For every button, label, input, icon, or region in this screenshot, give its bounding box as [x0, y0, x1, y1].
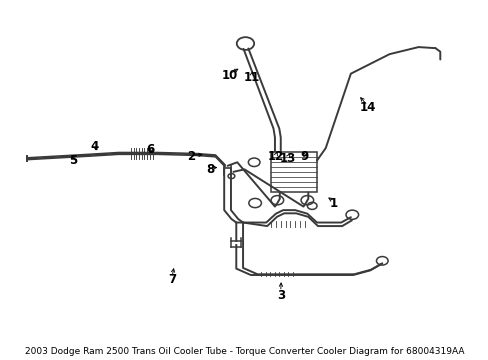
- Text: 9: 9: [300, 150, 308, 163]
- Text: 13: 13: [279, 152, 296, 165]
- Text: 14: 14: [359, 101, 375, 114]
- Text: 2: 2: [187, 150, 195, 163]
- Text: 10: 10: [222, 69, 238, 82]
- Text: 2003 Dodge Ram 2500 Trans Oil Cooler Tube - Torque Converter Cooler Diagram for : 2003 Dodge Ram 2500 Trans Oil Cooler Tub…: [25, 347, 463, 356]
- Text: 11: 11: [243, 71, 259, 84]
- Text: 12: 12: [267, 150, 284, 163]
- Text: 4: 4: [90, 140, 99, 153]
- Text: 8: 8: [206, 163, 214, 176]
- Text: 1: 1: [329, 197, 337, 210]
- Bar: [270, 152, 316, 192]
- Text: 6: 6: [146, 143, 154, 156]
- Text: 5: 5: [69, 154, 77, 167]
- Text: 3: 3: [276, 289, 284, 302]
- Text: 7: 7: [167, 273, 176, 286]
